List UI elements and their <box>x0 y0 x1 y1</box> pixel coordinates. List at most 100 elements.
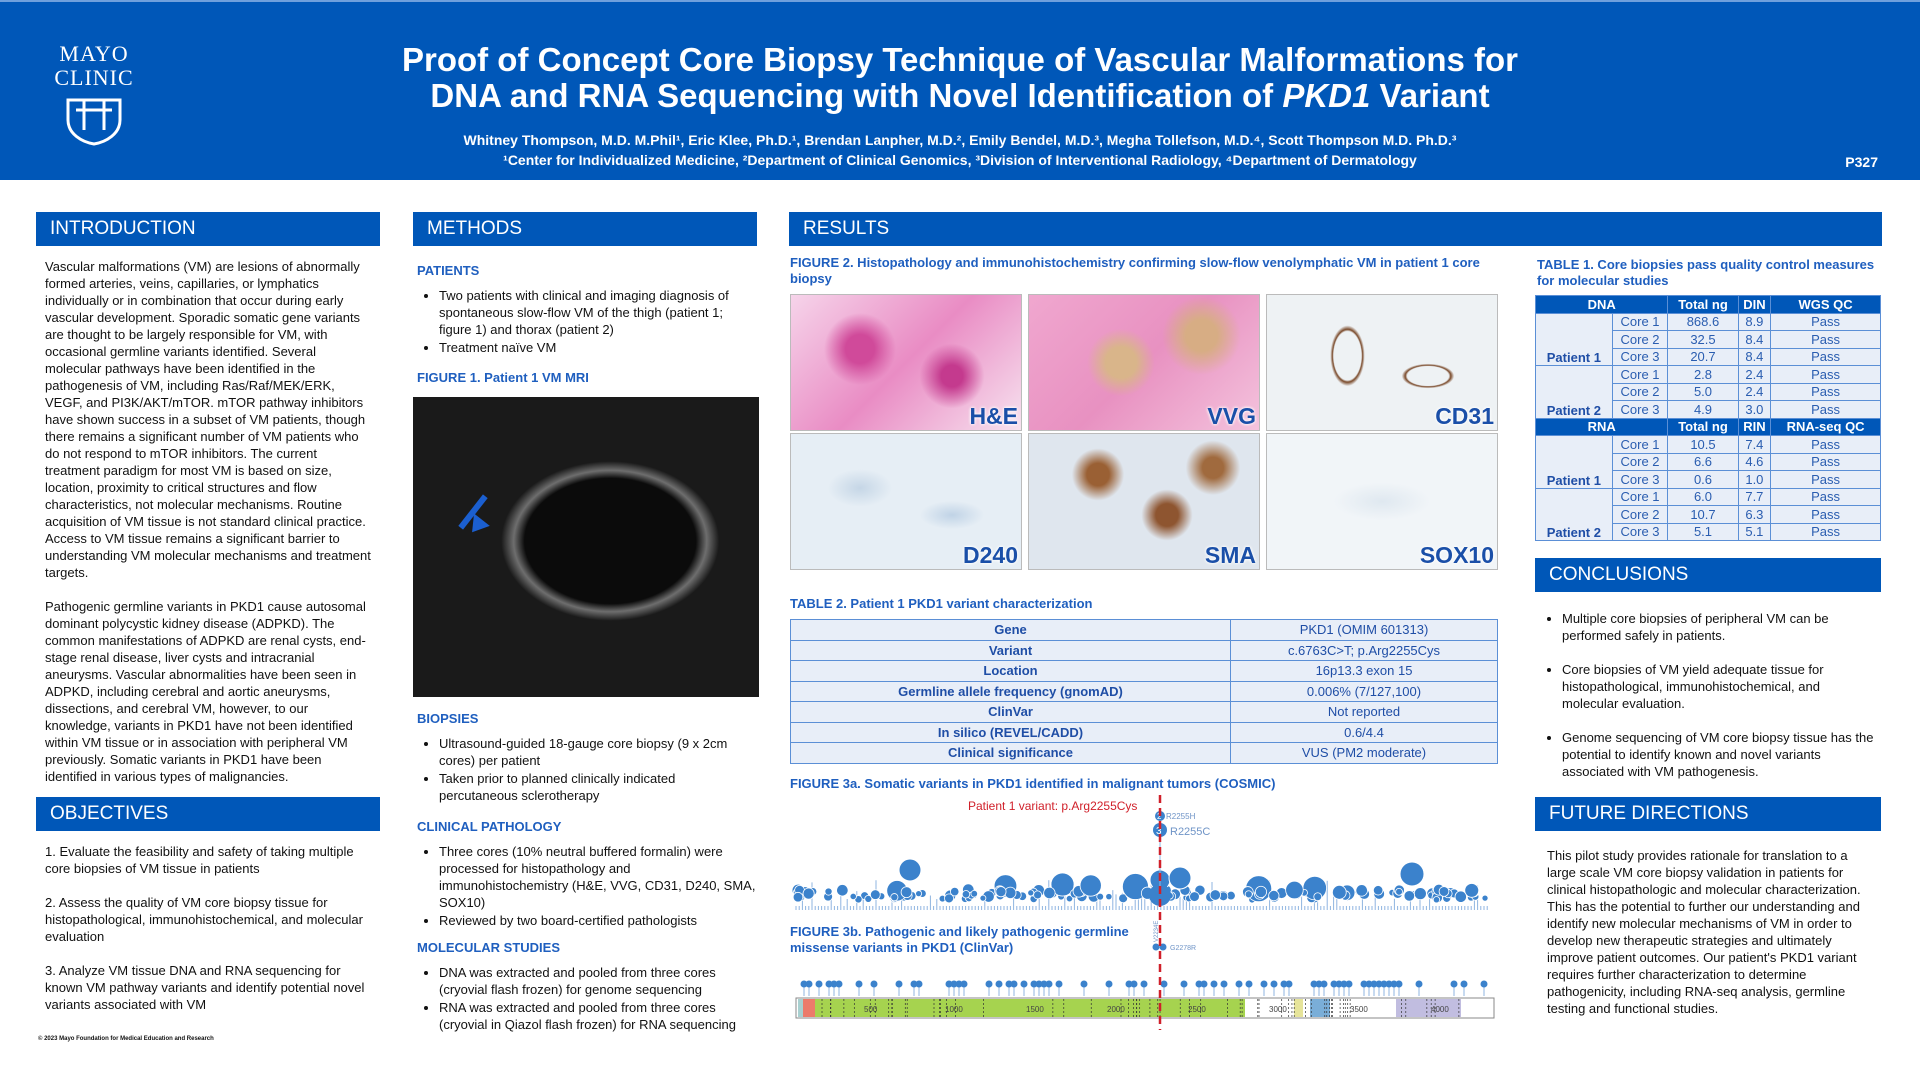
clinical-pathology-subheading: CLINICAL PATHOLOGY <box>417 819 562 834</box>
table-row: Core 3 4.9 3.0 Pass <box>1536 400 1881 419</box>
germline-variant-marker <box>1380 980 1388 988</box>
histology-cd31: CD31 <box>1266 294 1498 431</box>
table-cell: Variant <box>790 639 1231 661</box>
patients-subheading: PATIENTS <box>417 263 480 278</box>
table-cell: Core 1 <box>1611 487 1669 506</box>
bullet: Three cores (10% neutral buffered formal… <box>439 843 757 911</box>
table-cell: 7.7 <box>1737 487 1772 506</box>
table-header-cell: DIN <box>1737 295 1772 314</box>
somatic-variant-marker <box>898 858 922 882</box>
table-cell: In silico (REVEL/CADD) <box>790 721 1231 743</box>
author-list: Whitney Thompson, M.D. M.Phil¹, Eric Kle… <box>463 132 1457 148</box>
table-cell: Pass <box>1770 312 1881 331</box>
conclusions-heading: CONCLUSIONS <box>1535 558 1881 592</box>
germline-variant-marker <box>825 980 833 988</box>
table-cell: Core 2 <box>1611 330 1669 349</box>
table-row: Variant c.6763C>T; p.Arg2255Cys <box>790 639 1498 661</box>
bullet: Reviewed by two board-certified patholog… <box>439 912 757 929</box>
table-row: Clinical significance VUS (PM2 moderate) <box>790 742 1498 764</box>
poster-header: MAYO CLINIC Proof of Concept Core Biopsy… <box>0 0 1920 180</box>
table-cell: 5.0 <box>1667 382 1739 401</box>
table-row: Patient 1 Core 1 868.6 8.9 Pass <box>1535 312 1881 366</box>
qc-table: DNA Total ng DIN WGS QC Patient 1 Core 1 868.6… <box>1534 295 1881 541</box>
somatic-variant-marker <box>915 890 923 898</box>
title-line: Proof of Concept Core Biopsy Technique o… <box>401 41 1519 78</box>
table-cell: Pass <box>1770 470 1881 489</box>
patient-variant-label: Patient 1 variant: p.Arg2255Cys <box>968 799 1137 813</box>
germline-variant-marker <box>1320 980 1328 988</box>
table-cell: Core 2 <box>1611 382 1669 401</box>
germline-variant-marker <box>1375 980 1383 988</box>
table-cell: 1.0 <box>1737 470 1772 489</box>
germline-variant-marker <box>1160 980 1168 988</box>
germline-variant-marker <box>1152 943 1160 951</box>
germline-variant-marker <box>1200 980 1208 988</box>
affiliations: ¹Center for Individualized Medicine, ²De… <box>503 152 1417 168</box>
somatic-variant-marker <box>1079 874 1102 897</box>
somatic-variant-marker <box>1209 889 1221 901</box>
somatic-variant-marker <box>1254 885 1268 898</box>
table-cell: Core 3 <box>1611 522 1669 541</box>
germline-variant-marker <box>1345 980 1353 988</box>
germline-variant-marker <box>1365 980 1373 988</box>
variant-label: R2255H <box>1166 812 1196 821</box>
somatic-variant-marker <box>864 894 873 903</box>
table-cell: 8.4 <box>1737 347 1772 366</box>
germline-variant-marker <box>1235 980 1243 988</box>
germline-variant-marker <box>1285 980 1293 988</box>
germline-variant-marker <box>1080 980 1088 988</box>
somatic-variant-marker <box>1268 890 1280 902</box>
table-cell: Core 3 <box>1611 470 1669 489</box>
authors: Whitney Thompson, M.D. M.Phil¹, Eric Kle… <box>300 130 1620 170</box>
germline-variant-marker <box>1385 980 1393 988</box>
somatic-variant-marker <box>1399 861 1425 887</box>
somatic-variant-marker <box>950 886 960 897</box>
somatic-variant-marker <box>1355 884 1368 897</box>
somatic-variant-marker <box>1033 890 1043 900</box>
domain-block <box>1294 999 1303 1017</box>
axis-tick-label: 1000 <box>945 1005 963 1014</box>
germline-variant-marker <box>830 980 838 988</box>
axis-tick-label: 500 <box>864 1005 878 1014</box>
table-cell: 6.6 <box>1667 452 1739 471</box>
somatic-variant-marker <box>1481 894 1489 902</box>
stain-label: SMA <box>1204 542 1256 568</box>
table-cell: 4.6 <box>1737 452 1772 471</box>
table-header-cell: Total ng <box>1667 417 1739 436</box>
axis-tick-label: 2000 <box>1107 1005 1125 1014</box>
stain-label: CD31 <box>1435 403 1494 429</box>
table-cell: Pass <box>1770 435 1881 454</box>
copyright: © 2023 Mayo Foundation for Medical Educa… <box>38 1036 214 1042</box>
table-row: Patient 2 Core 1 2.8 2.4 Pass <box>1535 365 1881 419</box>
biopsies-subheading: BIOPSIES <box>417 711 479 726</box>
somatic-variant-marker <box>995 886 1007 898</box>
somatic-variant-marker <box>849 892 857 901</box>
germline-variant-marker <box>1195 980 1203 988</box>
germline-variant-marker <box>1210 980 1218 988</box>
germline-variant-marker <box>855 980 863 988</box>
table-cell: Pass <box>1770 452 1881 471</box>
table-cell: Pass <box>1770 347 1881 366</box>
table-cell: 5.1 <box>1667 522 1739 541</box>
table2-caption: TABLE 2. Patient 1 PKD1 variant characte… <box>790 596 1093 611</box>
table-row: Core 2 32.5 8.4 Pass <box>1536 330 1881 349</box>
table-cell: ClinVar <box>790 701 1231 723</box>
table-cell: 0.6/4.4 <box>1230 721 1498 743</box>
germline-variant-marker <box>1340 980 1348 988</box>
somatic-variant-marker <box>802 887 815 900</box>
bullet: Ultrasound-guided 18-gauge core biopsy (… <box>439 735 757 769</box>
table-cell: 3.0 <box>1737 400 1772 419</box>
poster-number: P327 <box>1845 154 1878 170</box>
domain-block <box>798 999 803 1017</box>
germline-variant-marker <box>1035 980 1043 988</box>
domain-block <box>1396 999 1461 1017</box>
germline-variant-marker <box>1105 980 1113 988</box>
histology-vvg: VVG <box>1028 294 1260 431</box>
hotspot-marker <box>1155 811 1165 821</box>
germline-variant-marker <box>805 980 813 988</box>
table-cell: 2.4 <box>1737 382 1772 401</box>
germline-variant-marker <box>910 980 918 988</box>
table-header-cell: Total ng <box>1667 295 1739 314</box>
germline-variant-marker <box>895 980 903 988</box>
table-header-row: DNA Total ng DIN WGS QC <box>1534 295 1881 314</box>
